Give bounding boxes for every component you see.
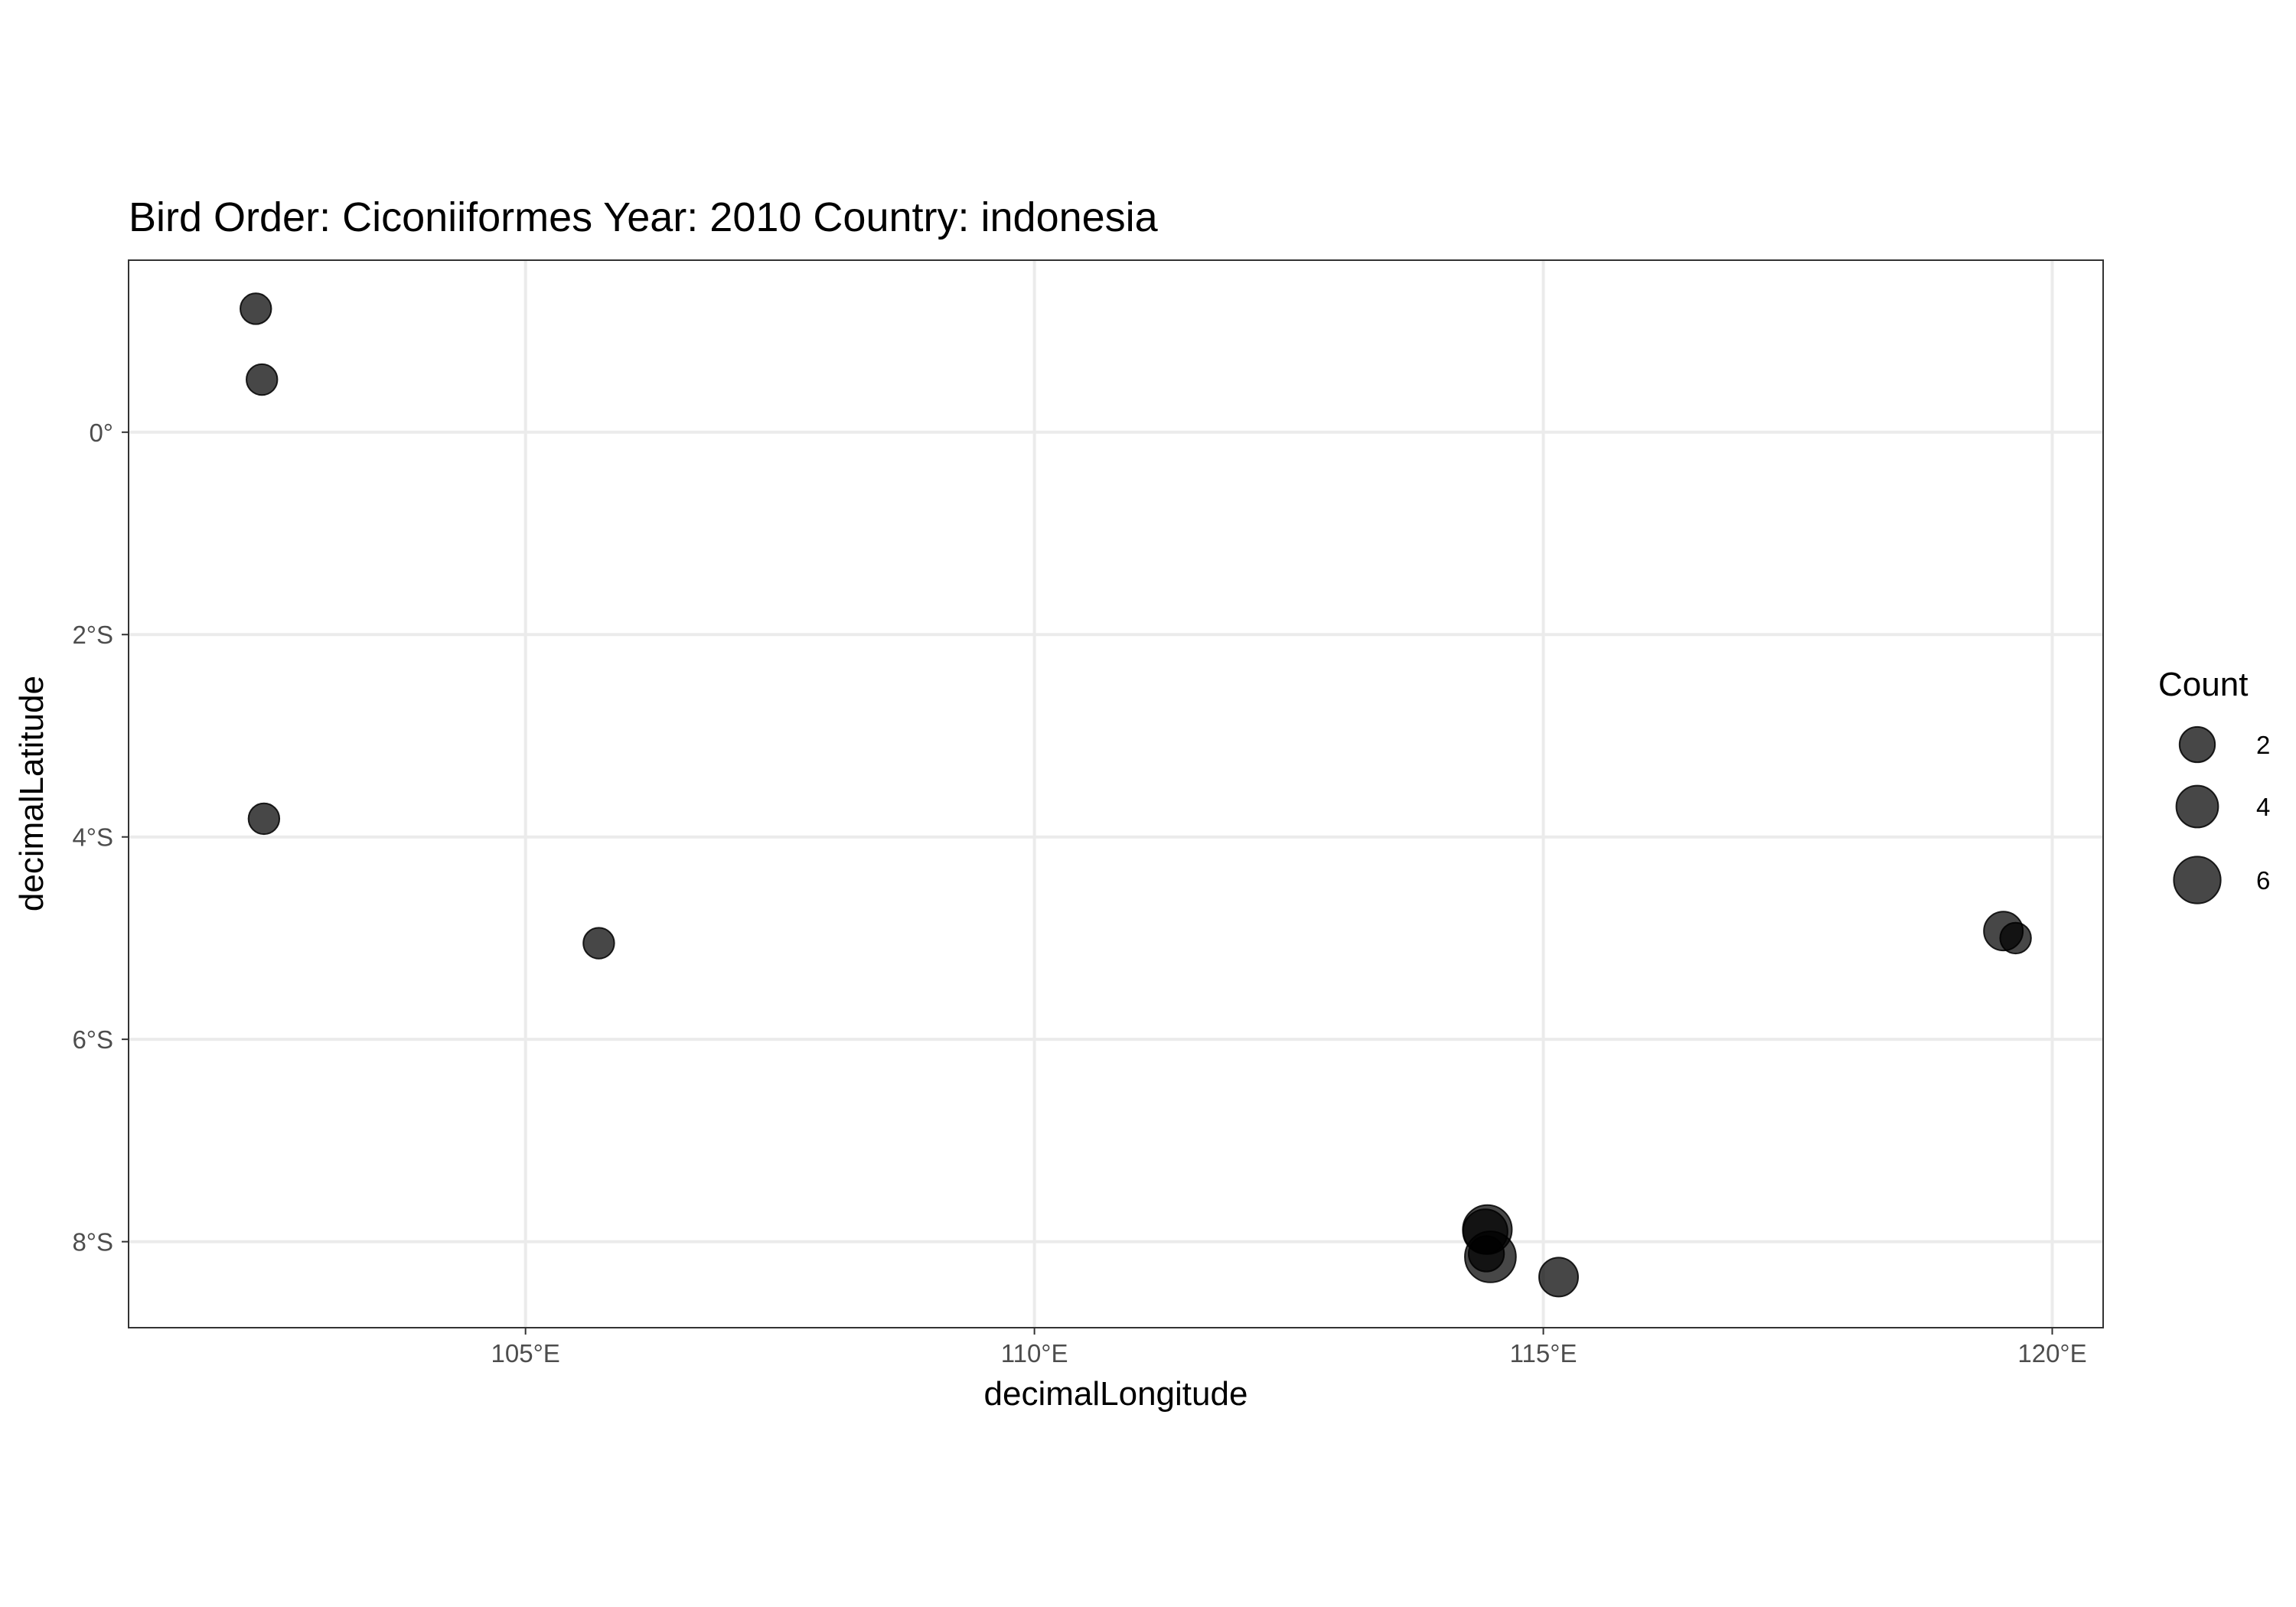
x-tick-label: 110°E — [1001, 1339, 1068, 1367]
data-point — [1999, 921, 2032, 955]
data-point — [1538, 1257, 1579, 1298]
legend-items: 2 4 6 — [2173, 725, 2270, 905]
data-point — [246, 363, 279, 396]
legend-key-circle — [2173, 856, 2222, 905]
y-tick-label: 8°S — [72, 1228, 113, 1257]
legend-label: 4 — [2256, 793, 2270, 821]
chart-title: Bird Order: Ciconiiformes Year: 2010 Cou… — [129, 194, 1159, 240]
data-point — [582, 927, 615, 960]
legend-title: Count — [2158, 666, 2248, 703]
y-tick-label: 4°S — [72, 823, 113, 852]
plot-panel — [129, 260, 2103, 1328]
legend-key-circle — [2175, 784, 2219, 829]
data-point — [247, 802, 281, 836]
data-points — [240, 292, 2032, 1298]
grid-lines — [129, 260, 2103, 1328]
x-tick-label: 120°E — [2017, 1339, 2086, 1367]
panel-border — [128, 259, 2104, 1328]
size-legend: Count 2 4 6 — [2158, 666, 2270, 905]
y-axis-ticks: 0° 2°S 4°S 6°S 8°S — [72, 419, 129, 1257]
x-axis-title: decimalLongitude — [984, 1375, 1248, 1413]
data-point — [1467, 1235, 1505, 1273]
legend-label: 2 — [2256, 731, 2270, 759]
y-axis-title: decimalLatitude — [13, 676, 51, 911]
x-axis-ticks: 105°E 110°E 115°E 120°E — [491, 1328, 2087, 1367]
legend-label: 6 — [2256, 866, 2270, 895]
y-tick-label: 6°S — [72, 1025, 113, 1054]
x-tick-label: 115°E — [1510, 1339, 1577, 1367]
legend-key-circle — [2178, 725, 2216, 764]
data-point — [240, 292, 272, 325]
y-tick-label: 2°S — [72, 621, 113, 649]
y-tick-label: 0° — [89, 419, 113, 447]
x-tick-label: 105°E — [491, 1339, 560, 1367]
